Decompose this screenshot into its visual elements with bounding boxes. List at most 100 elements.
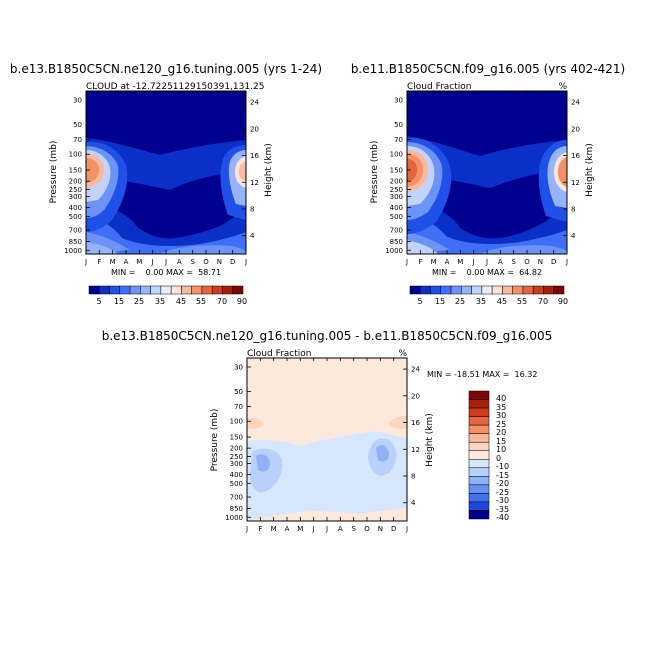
- colorbar-box: [468, 467, 490, 477]
- colorbar-box: [420, 285, 431, 295]
- panel-a-colorbar-labels: 5 15 25 35 45 55 70 90: [96, 297, 247, 306]
- colorbar-label: 25: [134, 297, 144, 306]
- panel-b-plot: [406, 90, 568, 255]
- y-tick-label: 100: [390, 151, 403, 159]
- y-tick-right-label: 4: [411, 499, 416, 507]
- x-tick-label: O: [203, 258, 209, 266]
- panel-difference: b.e13.B1850C5CN.ne120_g16.tuning.005 - b…: [102, 329, 553, 522]
- colorbar-box: [468, 501, 490, 511]
- x-tick-label: S: [511, 258, 516, 266]
- x-tick-label: F: [258, 525, 262, 533]
- x-tick-label: J: [565, 258, 568, 266]
- colorbar-box: [468, 459, 490, 469]
- y-tick-label: 150: [390, 167, 403, 175]
- colorbar-box: [430, 285, 442, 295]
- panel-model-b: b.e11.B1850C5CN.f09_g16.005 (yrs 402-421…: [351, 62, 625, 306]
- y-tick-label: 250: [390, 186, 403, 194]
- colorbar-box: [201, 285, 213, 295]
- y-tick-label: 100: [69, 151, 82, 159]
- colorbar-label: 40: [496, 394, 506, 403]
- y-tick-right-label: 12: [250, 179, 259, 187]
- y-tick-right-label: 12: [411, 446, 420, 454]
- colorbar-box: [468, 433, 490, 443]
- x-tick-label: J: [245, 525, 248, 533]
- y-tick-right-label: 24: [571, 99, 580, 107]
- colorbar-box: [468, 484, 490, 494]
- colorbar-label: 15: [435, 297, 445, 306]
- y-tick-right-label: 8: [571, 206, 575, 214]
- colorbar-box: [468, 476, 490, 486]
- colorbar-box: [468, 407, 490, 417]
- colorbar-box: [468, 510, 490, 520]
- panel-a-title: b.e13.B1850C5CN.ne120_g16.tuning.005 (yr…: [10, 62, 322, 76]
- colorbar-box: [468, 416, 490, 426]
- y-tick-label: 1000: [385, 247, 403, 255]
- y-tick-right-label: 12: [571, 179, 580, 187]
- x-tick-label: O: [524, 258, 530, 266]
- colorbar-box: [468, 424, 490, 434]
- colorbar-box: [461, 285, 472, 295]
- colorbar-label: 20: [496, 428, 506, 437]
- colorbar-box: [88, 285, 100, 295]
- y-tick-label: 70: [394, 136, 403, 144]
- colorbar-label: 55: [517, 297, 527, 306]
- colorbar-box: [222, 285, 233, 295]
- y-tick-label: 300: [390, 193, 403, 201]
- colorbar-box: [160, 285, 172, 295]
- y-tick-label: 850: [390, 238, 403, 246]
- colorbar-box: [468, 399, 490, 409]
- panel-b-right-4: [558, 157, 567, 187]
- colorbar-label: 35: [496, 403, 506, 412]
- colorbar-label: 35: [155, 297, 165, 306]
- y-tick-label: 850: [69, 238, 82, 246]
- panel-model-a: b.e13.B1850C5CN.ne120_g16.tuning.005 (yr…: [10, 62, 322, 306]
- colorbar-label: 25: [455, 297, 465, 306]
- y-tick-label: 1000: [64, 247, 82, 255]
- y-tick-label: 200: [230, 445, 243, 453]
- y-tick-label: 200: [390, 178, 403, 186]
- panel-b-ylabel-right: Height (km): [585, 143, 595, 197]
- colorbar-label: 45: [176, 297, 186, 306]
- x-tick-label: J: [405, 258, 408, 266]
- y-tick-right-label: 4: [250, 232, 255, 240]
- x-tick-label: O: [364, 525, 370, 533]
- panel-a-subtitle: CLOUD at -12.72251129150391,131.25: [86, 82, 264, 92]
- panel-c-ylabel-right: Height (km): [425, 413, 435, 467]
- panel-c-stats: MIN = -18.51 MAX = 16.32: [427, 370, 537, 379]
- colorbar-box: [150, 285, 162, 295]
- x-tick-label: N: [538, 258, 543, 266]
- colorbar-label: 10: [496, 445, 506, 454]
- panel-c-positive-right: [388, 415, 407, 429]
- colorbar-label: 70: [538, 297, 548, 306]
- panel-a-colorbar: 5 15 25 35 45 55 70 90: [88, 285, 247, 306]
- colorbar-box: [471, 285, 483, 295]
- x-tick-label: A: [498, 258, 503, 266]
- x-tick-label: S: [190, 258, 195, 266]
- colorbar-label: -30: [496, 496, 509, 505]
- colorbar-box: [532, 285, 544, 295]
- y-tick-label: 700: [390, 227, 403, 235]
- y-tick-right-label: 16: [571, 152, 580, 160]
- panel-b-title: b.e11.B1850C5CN.f09_g16.005 (yrs 402-421…: [351, 62, 625, 76]
- colorbar-box: [502, 285, 513, 295]
- y-tick-label: 500: [69, 213, 82, 221]
- panel-a-colorbar-boxes: [88, 285, 244, 295]
- panel-b-left-6: [407, 159, 417, 182]
- colorbar-label: -35: [496, 505, 509, 514]
- x-tick-label: J: [151, 258, 154, 266]
- panel-a-plot: [85, 90, 247, 255]
- panel-a-ylabel-right: Height (km): [264, 143, 274, 197]
- colorbar-box: [468, 493, 490, 503]
- panel-c-plot: [246, 357, 408, 522]
- y-tick-right-label: 20: [250, 125, 259, 133]
- x-tick-label: S: [351, 525, 356, 533]
- y-tick-right-label: 8: [411, 473, 415, 481]
- x-tick-label: D: [551, 258, 556, 266]
- y-tick-label: 150: [69, 167, 82, 175]
- colorbar-label: -40: [496, 513, 509, 522]
- axes-panel-1: J F M A M J J A S O N D J305070100150200250300400500…: [385, 91, 580, 266]
- panel-c-colorbar-boxes: [468, 390, 490, 520]
- panel-b-band-5: [480, 245, 567, 254]
- panel-c-colorbar-labels: 40 35 30 25 20 15 10 0 -10 -15 -20 -25 -…: [496, 394, 509, 522]
- y-tick-right-label: 20: [411, 392, 420, 400]
